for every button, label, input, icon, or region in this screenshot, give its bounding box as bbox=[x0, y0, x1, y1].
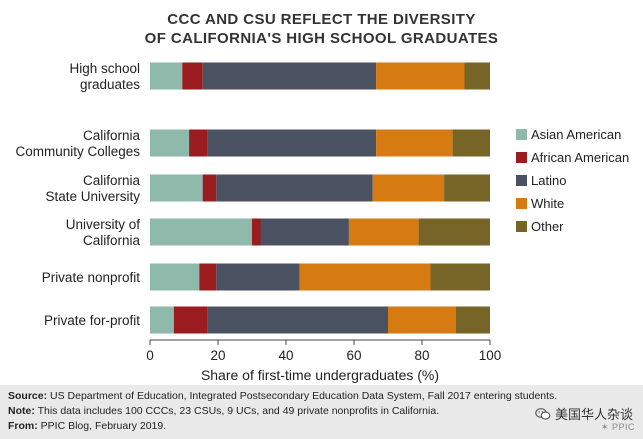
bar-segment bbox=[199, 263, 217, 291]
category-label: Private nonprofit bbox=[42, 270, 141, 285]
source-note: Source: US Department of Education, Inte… bbox=[8, 389, 557, 403]
bar-segment bbox=[182, 62, 203, 90]
x-tick-label: 60 bbox=[346, 348, 361, 363]
category-label: State University bbox=[45, 189, 140, 204]
category-label: University of bbox=[66, 217, 141, 232]
bar-segment bbox=[216, 174, 373, 202]
from-label: From: bbox=[8, 420, 38, 432]
x-tick-label: 20 bbox=[210, 348, 225, 363]
bar-segment bbox=[452, 129, 490, 157]
x-tick-label: 100 bbox=[479, 348, 502, 363]
legend-label: Other bbox=[531, 219, 564, 234]
source-label: Source: bbox=[8, 390, 48, 402]
from-note: From: PPIC Blog, February 2019. bbox=[8, 419, 166, 433]
bar-segment bbox=[388, 306, 456, 334]
bar-segment bbox=[150, 218, 252, 246]
bar-segment bbox=[202, 62, 377, 90]
bar-segment bbox=[444, 174, 490, 202]
legend-label: White bbox=[531, 196, 564, 211]
x-tick-label: 0 bbox=[146, 348, 154, 363]
bar-segment bbox=[150, 129, 190, 157]
data-note: Note: This data includes 100 CCCs, 23 CS… bbox=[8, 404, 439, 418]
bar-segment bbox=[150, 174, 203, 202]
bar-segment bbox=[216, 263, 300, 291]
bar-segment bbox=[252, 218, 261, 246]
chart-title-line-1: CCC AND CSU REFLECT THE DIVERSITY bbox=[167, 11, 476, 28]
bar-segment bbox=[456, 306, 490, 334]
source-text: US Department of Education, Integrated P… bbox=[50, 390, 558, 402]
chart-title-line-2: OF CALIFORNIA'S HIGH SCHOOL GRADUATES bbox=[144, 30, 499, 47]
category-label: Community Colleges bbox=[15, 144, 140, 159]
wechat-icon bbox=[535, 407, 551, 420]
category-label: High school bbox=[69, 61, 140, 76]
bar-segment bbox=[372, 174, 445, 202]
bar-segment bbox=[150, 62, 183, 90]
ppic-logo-text: PPIC bbox=[611, 422, 635, 432]
bar-chart: High schoolgraduatesCaliforniaCommunity … bbox=[15, 61, 629, 383]
legend-swatch bbox=[516, 129, 527, 140]
legend-swatch bbox=[516, 198, 527, 209]
bar-segment bbox=[376, 129, 453, 157]
x-tick-label: 40 bbox=[278, 348, 293, 363]
bar-segment bbox=[202, 174, 217, 202]
legend-label: African American bbox=[531, 150, 629, 165]
bar-segment bbox=[464, 62, 490, 90]
x-tick-label: 80 bbox=[414, 348, 429, 363]
ppic-logo: ✶ PPIC bbox=[600, 422, 635, 432]
x-axis-title: Share of first-time undergraduates (%) bbox=[201, 367, 439, 383]
legend-label: Asian American bbox=[531, 127, 621, 142]
bar-segment bbox=[150, 306, 174, 334]
bar-segment bbox=[207, 306, 388, 334]
note-label: Note: bbox=[8, 405, 35, 417]
watermark: 美国华人杂谈 bbox=[535, 404, 633, 423]
category-label: California bbox=[83, 233, 141, 248]
bar-segment bbox=[150, 263, 200, 291]
legend-label: Latino bbox=[531, 173, 566, 188]
legend-swatch bbox=[516, 152, 527, 163]
bar-segment bbox=[260, 218, 349, 246]
category-label: Private for-profit bbox=[44, 313, 140, 328]
note-text: This data includes 100 CCCs, 23 CSUs, 9 … bbox=[37, 405, 440, 417]
watermark-text: 美国华人杂谈 bbox=[554, 407, 633, 422]
bar-segment bbox=[207, 129, 377, 157]
legend-swatch bbox=[516, 175, 527, 186]
bar-segment bbox=[376, 62, 465, 90]
bar-segment bbox=[189, 129, 208, 157]
from-text: PPIC Blog, February 2019. bbox=[40, 420, 167, 432]
category-label: California bbox=[83, 173, 141, 188]
bar-segment bbox=[418, 218, 490, 246]
bar-segment bbox=[348, 218, 419, 246]
bar-segment bbox=[173, 306, 208, 334]
chart-title: CCC AND CSU REFLECT THE DIVERSITY OF CAL… bbox=[0, 10, 643, 48]
legend-swatch bbox=[516, 221, 527, 232]
category-label: graduates bbox=[80, 77, 140, 92]
category-label: California bbox=[83, 128, 141, 143]
bar-segment bbox=[430, 263, 490, 291]
bar-segment bbox=[299, 263, 431, 291]
